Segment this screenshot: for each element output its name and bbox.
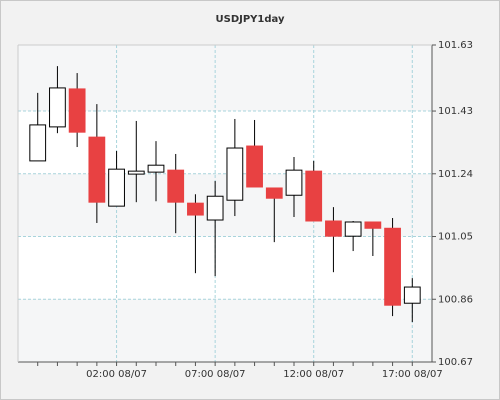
candle-body	[206, 195, 224, 221]
x-tick-label: 02:00 08/07	[86, 369, 147, 380]
candle-body	[29, 124, 47, 162]
band	[18, 173, 432, 237]
y-tick-label: 101.63	[438, 40, 473, 51]
chart-title: USDJPY1day	[216, 14, 285, 25]
candle-body	[108, 168, 125, 207]
candle-body	[49, 87, 66, 128]
y-tick-label: 101.43	[438, 106, 473, 117]
candle-body	[246, 145, 263, 188]
x-tick-label: 12:00 08/07	[283, 369, 344, 380]
candle-body	[127, 170, 145, 175]
candle-body	[226, 147, 244, 201]
candle-body	[325, 220, 342, 237]
y-tick-label: 101.05	[438, 232, 473, 243]
x-tick-label: 17:00 08/07	[382, 369, 443, 380]
candle-body	[344, 221, 362, 237]
candle-body	[403, 286, 421, 304]
plot-area: 100.67 100.86 101.05 101.24 101.43 101.63 02:0…	[17, 40, 473, 380]
candle-body	[285, 169, 303, 196]
candle-body	[305, 170, 323, 222]
candle-body	[384, 227, 401, 306]
candle-body	[147, 164, 165, 173]
band	[18, 299, 432, 362]
y-tick-label: 100.86	[438, 294, 473, 305]
candle-body	[187, 202, 204, 216]
x-tick-label: 07:00 08/07	[185, 369, 246, 380]
candle-body	[167, 169, 185, 203]
y-tick-label: 101.24	[438, 169, 473, 180]
candle-body	[88, 136, 106, 203]
candle-body	[265, 187, 283, 199]
y-tick-label: 100.67	[438, 357, 473, 368]
candle-body	[364, 221, 382, 229]
band	[18, 45, 432, 112]
candle-body	[68, 88, 86, 133]
